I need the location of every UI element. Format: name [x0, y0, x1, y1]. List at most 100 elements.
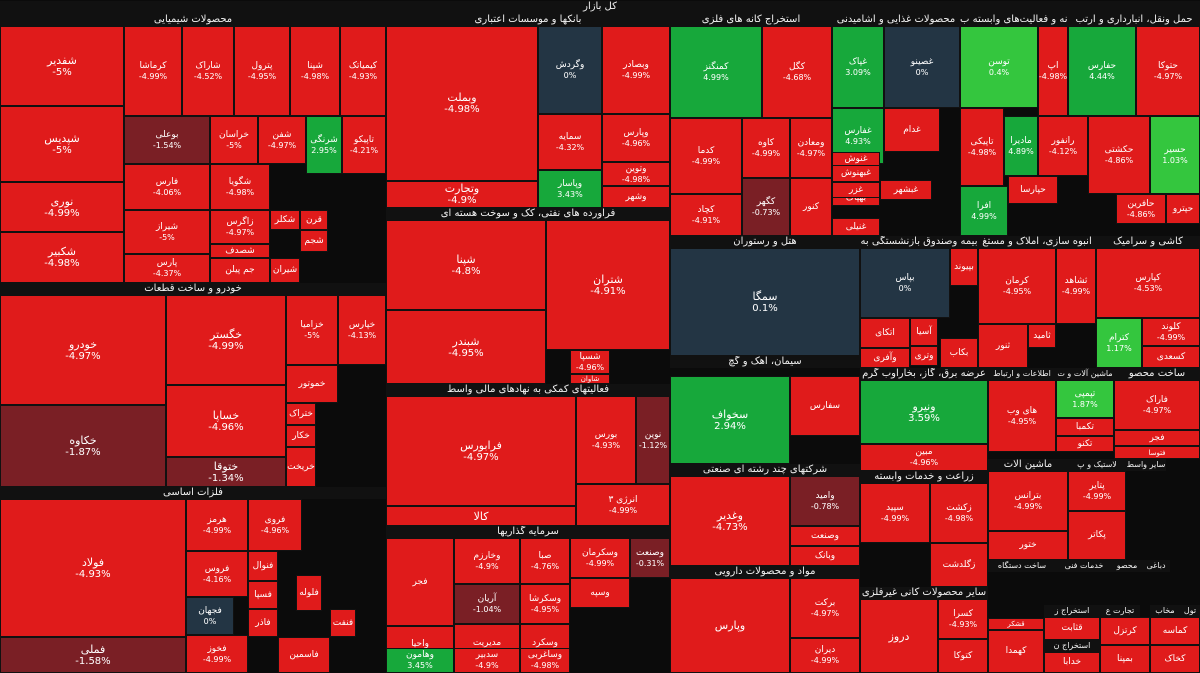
treemap-tile[interactable]: فجر	[386, 538, 454, 626]
treemap-tile[interactable]: وبانک	[790, 546, 860, 566]
treemap-tile[interactable]: فاراک -4.97%	[1114, 380, 1200, 430]
treemap-tile[interactable]: خموتور	[286, 365, 338, 403]
treemap-tile[interactable]: فاذر	[248, 609, 278, 637]
treemap-tile[interactable]: تاپیکی -4.98%	[960, 108, 1004, 186]
treemap-tile[interactable]: وآفری	[860, 348, 910, 368]
treemap-tile[interactable]: فملی -1.58%	[0, 637, 186, 673]
treemap-tile[interactable]: شصدف	[210, 244, 270, 258]
treemap-tile[interactable]: فجهان 0%	[186, 597, 234, 635]
treemap-tile[interactable]: قثابت	[1044, 617, 1100, 640]
treemap-tile[interactable]: بورس -4.93%	[576, 396, 636, 484]
treemap-tile[interactable]: وگردش 0%	[538, 26, 602, 114]
treemap-tile[interactable]: غزر	[832, 182, 880, 198]
treemap-tile[interactable]: خساپا -4.96%	[166, 385, 286, 457]
treemap-tile[interactable]: غصینو 0%	[884, 26, 960, 108]
treemap-tile[interactable]: آسیا	[910, 318, 938, 346]
treemap-tile[interactable]: غنیلی	[832, 218, 880, 236]
treemap-tile[interactable]: خگستر -4.99%	[166, 295, 286, 385]
treemap-tile[interactable]: فولاد -4.93%	[0, 499, 186, 637]
treemap-tile[interactable]: حکشتی -4.86%	[1088, 116, 1150, 194]
treemap-tile[interactable]: سخواف 2.94%	[670, 376, 790, 464]
treemap-tile[interactable]: آریان -1.04%	[454, 584, 520, 624]
treemap-tile[interactable]: اپ -4.98%	[1038, 26, 1068, 116]
treemap-tile[interactable]: فجر	[1114, 430, 1200, 446]
treemap-tile[interactable]: انرژی ۳ -4.99%	[576, 484, 670, 526]
treemap-tile[interactable]: وپارس -4.96%	[602, 114, 670, 162]
treemap-tile[interactable]: کنور	[790, 178, 832, 236]
treemap-tile[interactable]: حپارسا	[1008, 176, 1058, 204]
treemap-tile[interactable]: بمپنا	[1100, 645, 1150, 673]
treemap-tile[interactable]: کمنگنز 4.99%	[670, 26, 762, 118]
treemap-tile[interactable]: وهامون 3.45%	[386, 648, 454, 673]
treemap-tile[interactable]: خپارس -4.13%	[338, 295, 386, 365]
treemap-tile[interactable]: کهمدا	[988, 630, 1044, 673]
treemap-tile[interactable]: وصنعت	[790, 526, 860, 546]
treemap-tile[interactable]: اتکای	[860, 318, 910, 348]
treemap-tile[interactable]: کاوه -4.99%	[742, 118, 790, 178]
treemap-tile[interactable]: کدما -4.99%	[670, 118, 742, 194]
treemap-tile[interactable]: غبهنوش	[832, 164, 880, 182]
treemap-tile[interactable]: افرا 4.99%	[960, 186, 1008, 236]
treemap-tile[interactable]: تکمبا	[1056, 418, 1114, 436]
treemap-tile[interactable]: وصنعت -0.31%	[630, 538, 670, 578]
treemap-tile[interactable]: شتران -4.91%	[546, 220, 670, 350]
treemap-tile[interactable]: شاراک -4.52%	[182, 26, 234, 116]
treemap-tile[interactable]: پتایر -4.99%	[1068, 471, 1126, 511]
treemap-tile[interactable]: شکبیر -4.98%	[0, 232, 124, 283]
treemap-tile[interactable]: کچاد -4.91%	[670, 194, 742, 236]
treemap-tile[interactable]: بپیوند	[950, 248, 978, 286]
treemap-tile[interactable]: شپدیس -5%	[0, 106, 124, 182]
treemap-tile[interactable]: شپنا -4.8%	[386, 220, 546, 310]
treemap-tile[interactable]: کتوکا	[938, 639, 988, 673]
treemap-tile[interactable]: شاوان	[570, 374, 610, 384]
treemap-tile[interactable]: ختوقا -1.34%	[166, 457, 286, 487]
treemap-tile[interactable]: خریخت	[286, 447, 316, 487]
treemap-tile[interactable]: خدابا	[1044, 652, 1100, 673]
treemap-tile[interactable]: پکاتر	[1068, 511, 1126, 560]
treemap-tile[interactable]: وساغربی -4.98%	[520, 648, 570, 673]
treemap-tile[interactable]: ختور	[988, 531, 1068, 560]
treemap-tile[interactable]: کخاک	[1150, 645, 1200, 673]
treemap-tile[interactable]: زاگرس -4.97%	[210, 210, 270, 244]
treemap-tile[interactable]: قرن	[300, 210, 328, 230]
treemap-tile[interactable]: کیمیاتک -4.93%	[340, 26, 386, 116]
treemap-tile[interactable]: رانفور -4.12%	[1038, 116, 1088, 176]
treemap-tile[interactable]: کالا	[386, 506, 576, 526]
treemap-tile[interactable]: فروس -4.16%	[186, 551, 248, 597]
treemap-tile[interactable]: فسپا	[248, 581, 278, 609]
treemap-tile[interactable]: فروی -4.96%	[248, 499, 302, 551]
treemap-tile[interactable]: نوری -4.99%	[0, 182, 124, 232]
treemap-tile[interactable]: فرابورس -4.97%	[386, 396, 576, 506]
treemap-tile[interactable]: خودرو -4.97%	[0, 295, 166, 405]
treemap-tile[interactable]: بپاس 0%	[860, 248, 950, 318]
treemap-tile[interactable]: وسکرشا -4.95%	[520, 584, 570, 624]
treemap-tile[interactable]: های وب -4.95%	[988, 380, 1056, 452]
treemap-tile[interactable]: شبندر -4.95%	[386, 310, 546, 384]
treemap-tile[interactable]: شپنا -4.98%	[290, 26, 340, 116]
treemap-tile[interactable]: پارس -4.37%	[124, 254, 210, 283]
treemap-tile[interactable]: ونیرو 3.59%	[860, 380, 988, 444]
treemap-tile[interactable]: ثنور	[978, 324, 1028, 368]
treemap-tile[interactable]: سفارس	[790, 376, 860, 436]
treemap-tile[interactable]: وتجارت -4.9%	[386, 181, 538, 208]
treemap-tile[interactable]: کرماشا -4.99%	[124, 26, 182, 116]
treemap-tile[interactable]: شرنگی 2.95%	[306, 116, 342, 174]
treemap-tile[interactable]: غپاک 3.09%	[832, 26, 884, 108]
treemap-tile[interactable]: شکلر	[270, 210, 300, 230]
treemap-tile[interactable]: فلوله	[296, 575, 322, 611]
treemap-tile[interactable]: شجم	[300, 230, 328, 252]
treemap-tile[interactable]: غدام	[884, 108, 940, 152]
treemap-tile[interactable]: کگل -4.68%	[762, 26, 832, 118]
treemap-tile[interactable]: کگهر -0.73%	[742, 178, 790, 236]
treemap-tile[interactable]: کسرا -4.93%	[938, 599, 988, 639]
treemap-tile[interactable]: حافرین -4.86%	[1116, 194, 1166, 224]
treemap-tile[interactable]: وتری	[910, 346, 938, 366]
treemap-tile[interactable]: فارس -4.06%	[124, 164, 210, 210]
treemap-tile[interactable]: تپمپی 1.87%	[1056, 380, 1114, 418]
treemap-tile[interactable]: زکشت -4.98%	[930, 483, 988, 543]
treemap-tile[interactable]: حتوکا -4.97%	[1136, 26, 1200, 116]
treemap-tile[interactable]: فاسمین	[278, 637, 330, 673]
treemap-tile[interactable]: خکاوه -1.87%	[0, 405, 166, 487]
treemap-tile[interactable]: شگویا -4.98%	[210, 164, 270, 210]
treemap-tile[interactable]: سدبیر -4.9%	[454, 648, 520, 673]
